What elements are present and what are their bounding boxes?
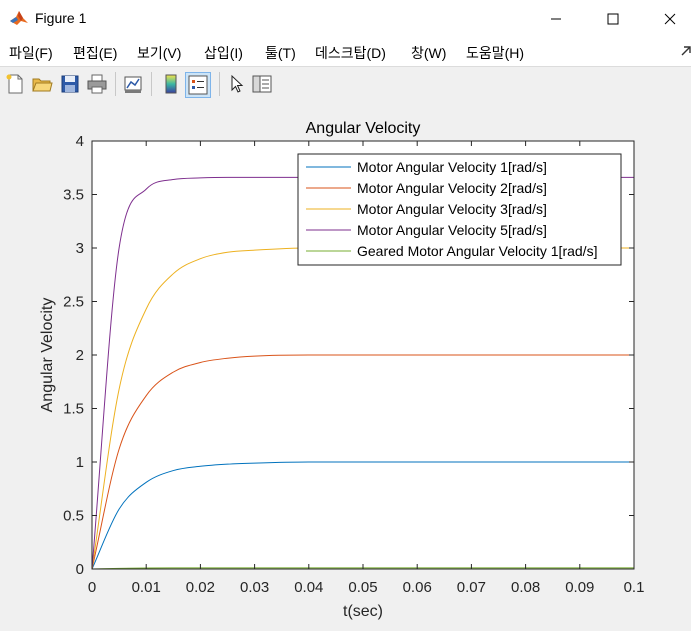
menu-view[interactable]: 보기(V) bbox=[137, 45, 182, 61]
property-inspector-icon[interactable] bbox=[251, 73, 273, 95]
x-tick-label: 0.05 bbox=[348, 579, 377, 596]
legend-label: Motor Angular Velocity 1[rad/s] bbox=[357, 159, 547, 175]
chart-title: Angular Velocity bbox=[306, 120, 421, 137]
series-line-5 bbox=[91, 567, 634, 570]
legend[interactable]: Motor Angular Velocity 1[rad/s] Motor Ang… bbox=[297, 153, 622, 266]
toolbar-separator bbox=[115, 72, 116, 96]
colorbar-icon[interactable] bbox=[160, 73, 182, 95]
legend-label: Geared Motor Angular Velocity 1[rad/s] bbox=[357, 243, 597, 259]
series-line-2 bbox=[91, 354, 634, 570]
close-button[interactable] bbox=[641, 0, 691, 37]
toolbar-separator bbox=[151, 72, 152, 96]
y-tick-label: 3.5 bbox=[63, 187, 84, 204]
y-tick-label: 2 bbox=[76, 347, 84, 364]
legend-icon bbox=[188, 75, 208, 95]
y-tick-label: 0.5 bbox=[63, 508, 84, 525]
close-icon bbox=[664, 13, 676, 24]
print-icon[interactable] bbox=[86, 73, 108, 95]
menu-file[interactable]: 파일(F) bbox=[9, 45, 53, 61]
figure-canvas: 0 0.01 0.02 0.03 0.04 0.05 0.06 0.07 0.08 0.09 0.1… bbox=[0, 101, 691, 626]
menu-window[interactable]: 창(W) bbox=[411, 45, 447, 61]
y-tick-label: 1 bbox=[76, 454, 84, 471]
legend-button[interactable] bbox=[185, 72, 211, 98]
y-tick-label: 4 bbox=[76, 133, 84, 150]
menu-bar: 파일(F) 편집(E) 보기(V) 삽입(I) 툴(T) 데스크탑(D) 창(W… bbox=[0, 37, 691, 66]
new-figure-icon[interactable] bbox=[4, 73, 26, 95]
x-tick-label: 0.01 bbox=[132, 579, 161, 596]
x-tick-label: 0 bbox=[88, 579, 96, 596]
y-tick-label: 3 bbox=[76, 240, 84, 257]
menu-desktop[interactable]: 데스크탑(D) bbox=[315, 45, 386, 61]
x-tick-label: 0.07 bbox=[457, 579, 486, 596]
maximize-icon bbox=[607, 13, 619, 24]
series-line-1 bbox=[91, 461, 634, 570]
legend-label: Motor Angular Velocity 3[rad/s] bbox=[357, 201, 547, 217]
legend-label: Motor Angular Velocity 2[rad/s] bbox=[357, 180, 547, 196]
save-icon[interactable] bbox=[59, 73, 81, 95]
x-tick-label: 0.08 bbox=[511, 579, 540, 596]
toolbar bbox=[0, 66, 691, 102]
y-tick-label: 1.5 bbox=[63, 401, 84, 418]
minimize-icon bbox=[551, 18, 561, 19]
minimize-button[interactable] bbox=[527, 0, 585, 37]
menu-insert[interactable]: 삽입(I) bbox=[204, 45, 243, 61]
y-tick-label: 2.5 bbox=[63, 294, 84, 311]
maximize-button[interactable] bbox=[584, 0, 642, 37]
legend-label: Motor Angular Velocity 5[rad/s] bbox=[357, 222, 547, 238]
menu-help[interactable]: 도움말(H) bbox=[466, 45, 525, 61]
y-tick-label: 0 bbox=[76, 561, 84, 578]
x-tick-label: 0.1 bbox=[624, 579, 645, 596]
x-tick-label: 0.09 bbox=[565, 579, 594, 596]
toolbar-separator bbox=[219, 72, 220, 96]
title-bar: Figure 1 bbox=[0, 0, 691, 37]
ticks-layer: 0 0.01 0.02 0.03 0.04 0.05 0.06 0.07 0.08 0.09 0.1… bbox=[63, 133, 644, 596]
matlab-logo-icon bbox=[9, 8, 29, 28]
link-plot-icon[interactable] bbox=[122, 73, 144, 95]
menu-edit[interactable]: 편집(E) bbox=[73, 45, 118, 61]
open-file-icon[interactable] bbox=[31, 73, 53, 95]
x-tick-label: 0.04 bbox=[294, 579, 323, 596]
x-tick-label: 0.06 bbox=[403, 579, 432, 596]
line-chart: 0 0.01 0.02 0.03 0.04 0.05 0.06 0.07 0.08 0.09 0.1… bbox=[39, 120, 644, 620]
y-axis-label: Angular Velocity bbox=[39, 298, 56, 413]
pointer-icon[interactable] bbox=[226, 73, 248, 95]
dock-arrow-icon[interactable] bbox=[680, 45, 691, 57]
legend-box bbox=[297, 153, 622, 266]
x-tick-label: 0.02 bbox=[186, 579, 215, 596]
x-tick-label: 0.03 bbox=[240, 579, 269, 596]
x-axis-label: t(sec) bbox=[343, 603, 383, 620]
menu-tools[interactable]: 툴(T) bbox=[265, 45, 296, 61]
window-title: Figure 1 bbox=[35, 10, 87, 26]
